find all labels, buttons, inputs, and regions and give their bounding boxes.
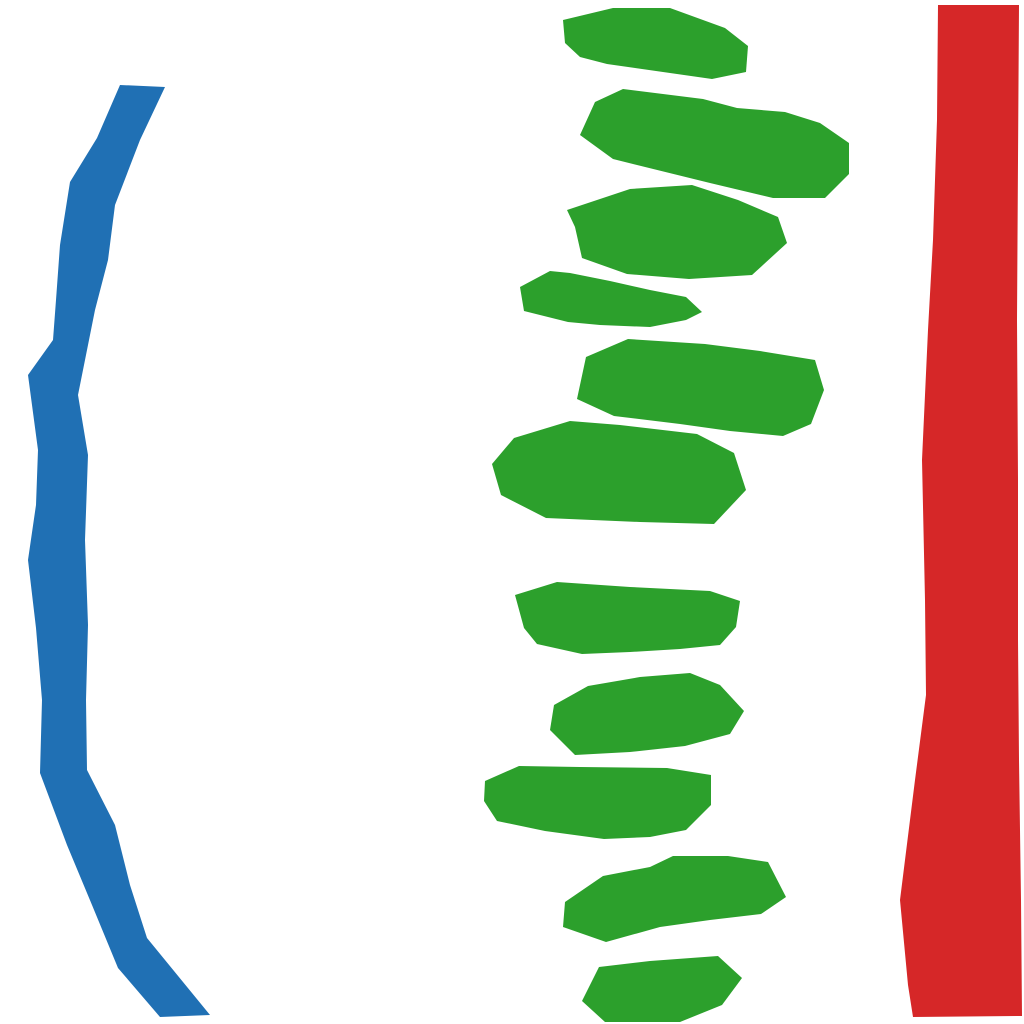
blue-stroke xyxy=(28,85,210,1017)
red-bar xyxy=(900,5,1022,1017)
green-blob xyxy=(520,271,702,327)
green-blob xyxy=(492,421,746,524)
green-blob xyxy=(582,956,742,1022)
green-blob xyxy=(515,582,740,654)
green-blob xyxy=(577,339,824,436)
green-blobs xyxy=(484,8,849,1022)
green-blob xyxy=(563,8,748,79)
green-blob xyxy=(550,673,744,755)
green-blob xyxy=(484,766,711,839)
green-blob xyxy=(567,185,787,279)
green-blob xyxy=(580,89,849,198)
green-blob xyxy=(563,856,786,942)
